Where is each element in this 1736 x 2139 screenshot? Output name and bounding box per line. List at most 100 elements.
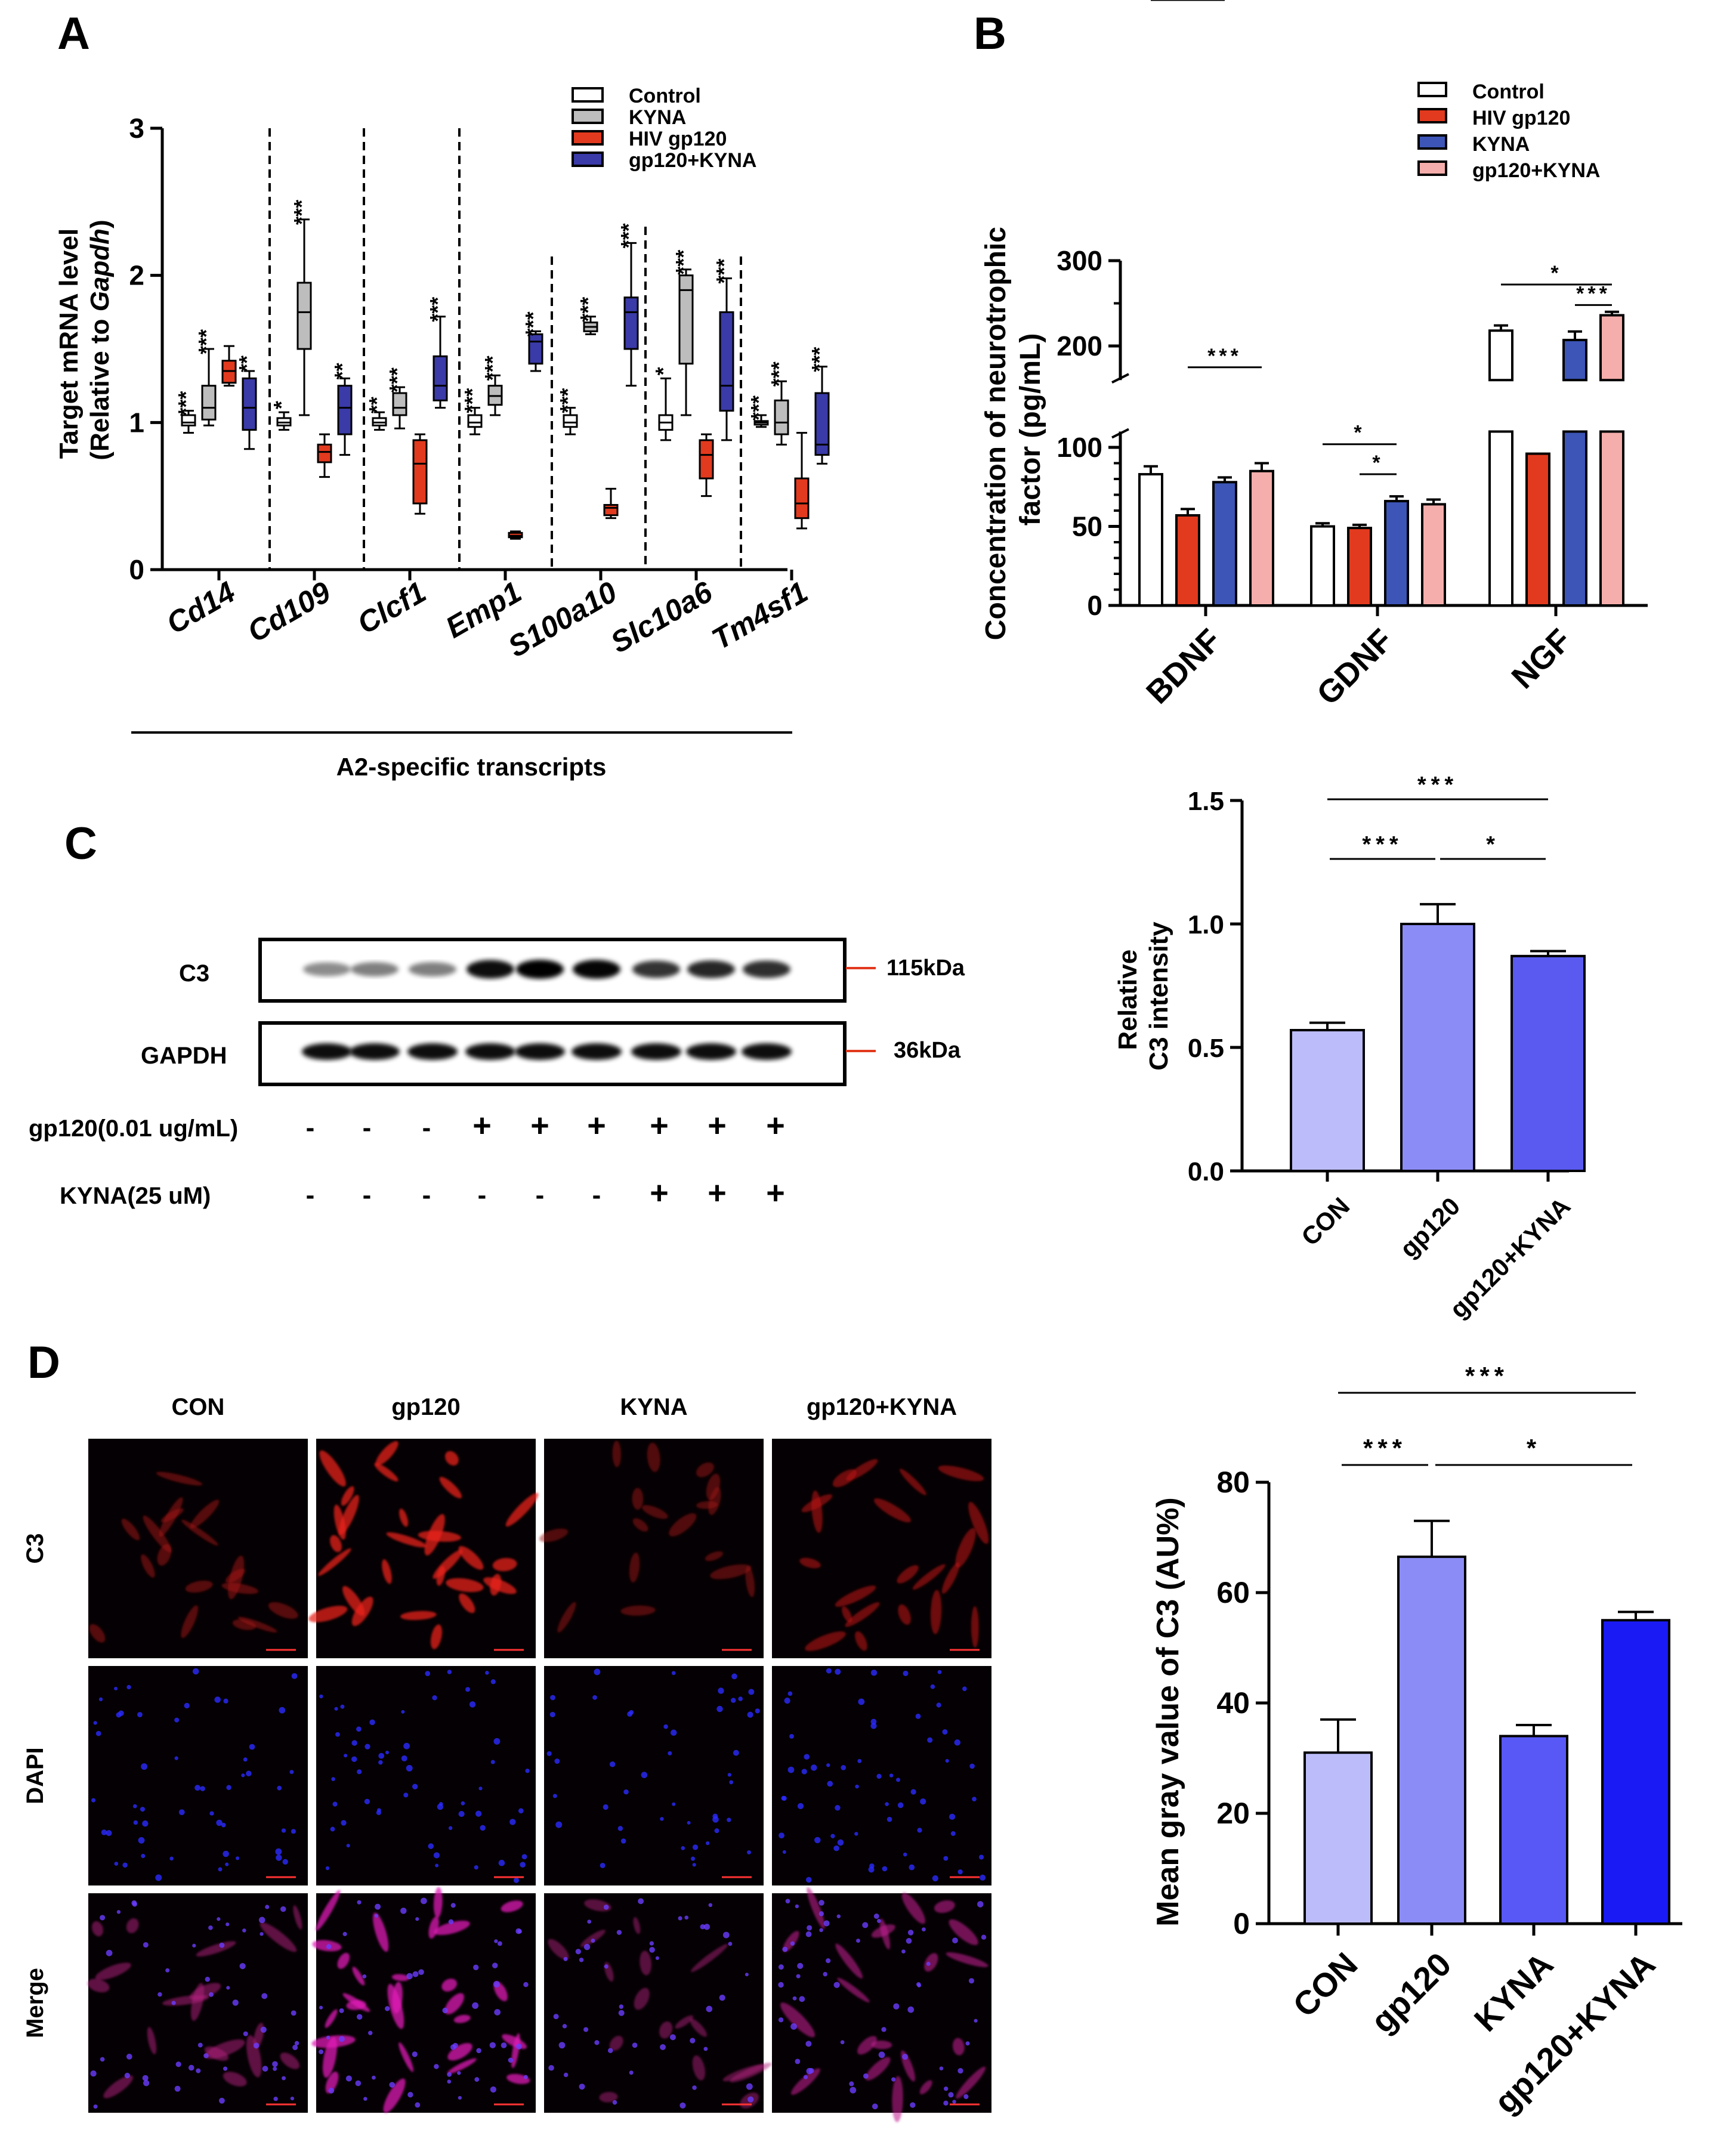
nucleus-dot (915, 1713, 921, 1719)
cell-signal (783, 1931, 799, 1952)
nucleus-dot (706, 1841, 710, 1846)
nucleus-dot (335, 1732, 340, 1737)
box-control (467, 414, 483, 428)
nucleus-dot (494, 2009, 501, 2016)
bar-1 (1400, 923, 1475, 1172)
nucleus-dot (357, 1769, 362, 1775)
nucleus-dot (126, 2053, 132, 2060)
nucleus-dot (687, 1820, 691, 1825)
cell-signal (459, 1593, 475, 1613)
nucleus-dot (885, 1802, 889, 1806)
nucleus-dot (722, 1931, 730, 1939)
nucleus-dot (340, 1704, 345, 1709)
cell-signal (373, 1912, 389, 1952)
nucleus-dot (629, 2070, 634, 2075)
cell-signal (629, 1552, 640, 1583)
nucleus-dot (428, 1843, 434, 1849)
cell-signal (955, 1528, 976, 1568)
cell-signal (280, 2053, 300, 2069)
nucleus-dot (435, 1863, 439, 1868)
cell-signal (447, 2058, 477, 2074)
cell-signal (434, 1920, 470, 1936)
significance-label: *** (1417, 772, 1458, 798)
legend-swatch-1 (1417, 108, 1447, 123)
cell-signal (632, 1488, 644, 1510)
condition-sign: + (650, 1108, 669, 1143)
gapdh-marker-label: 36kDa (894, 1038, 961, 1063)
cell-signal (458, 1545, 484, 1570)
legend-swatch-2 (1417, 134, 1447, 150)
nucleus-dot (209, 1811, 214, 1816)
nucleus-dot (93, 2104, 98, 2109)
cell-signal (612, 1441, 622, 1467)
cell-signal (89, 1624, 106, 1643)
nucleus-dot (378, 1760, 383, 1765)
nucleus-dot (279, 1707, 286, 1714)
nucleus-dot (374, 1914, 379, 1918)
nucleus-dot (870, 1670, 878, 1676)
cell-signal (952, 2038, 965, 2055)
nucleus-dot (937, 1670, 942, 1674)
nucleus-dot (818, 1900, 824, 1906)
cell-signal (181, 1519, 218, 1546)
panel-c-bar-chart: Relative C3 intensity 0.0 0.5 1.0 1.5 CON gp… (1113, 772, 1586, 1324)
cell-signal (632, 1518, 648, 1532)
nucleus-dot (797, 1962, 804, 1969)
nucleus-dot (100, 2057, 105, 2062)
box-hiv-gp120 (699, 439, 714, 480)
nucleus-dot (638, 1898, 644, 1905)
nucleus-dot (609, 1761, 616, 1767)
nucleus-dot (367, 2030, 373, 2035)
nucleus-dot (733, 1749, 739, 1756)
nucleus-dot (803, 2075, 808, 2079)
nucleus-dot (175, 2061, 181, 2067)
cell-signal (690, 2019, 708, 2037)
nucleus-dot (469, 1701, 476, 1708)
significance-stars: *** (767, 361, 791, 387)
nucleus-dot (873, 1914, 879, 1919)
nucleus-dot (930, 1684, 935, 1689)
bar-2 (1510, 954, 1586, 1172)
cell-signal (647, 1442, 660, 1472)
nucleus-dot (748, 1689, 755, 1695)
bar-2 (1384, 500, 1409, 607)
nucleus-dot (485, 1671, 489, 1675)
gapdh-band (350, 1043, 400, 1060)
nucleus-dot (926, 1961, 931, 1966)
nucleus-dot (208, 1925, 213, 1930)
nucleus-dot (827, 1781, 833, 1787)
c3-band (303, 962, 351, 976)
nucleus-dot (790, 2023, 797, 2030)
nucleus-dot (142, 2075, 149, 2081)
cell-signal (260, 1922, 297, 1952)
nucleus-dot (942, 1729, 948, 1735)
cell-signal (399, 1509, 409, 1527)
nucleus-dot (242, 1928, 246, 1933)
nucleus-dot (91, 1798, 96, 1803)
nucleus-dot (474, 1865, 478, 1870)
nucleus-dot (142, 1820, 149, 1827)
nucleus-dot (729, 1780, 734, 1785)
nucleus-dot (523, 2075, 528, 2079)
panel-d-y-tick-label: 20 (1216, 1797, 1250, 1830)
cell-signal (790, 2068, 820, 2095)
gapdh-band (302, 1043, 352, 1060)
nucleus-dot (778, 1964, 784, 1970)
nucleus-dot (100, 1915, 106, 1921)
gapdh-band (631, 1043, 681, 1060)
nucleus-dot (338, 2036, 345, 2042)
panel-b-y-axis-label: Concentration of neurotrophic factor (pg… (980, 219, 1046, 641)
nucleus-dot (260, 2026, 267, 2033)
nucleus-dot (797, 1803, 804, 1810)
nucleus-dot (346, 1844, 350, 1848)
nucleus-dot (432, 1695, 437, 1701)
gapdh-band (407, 1043, 458, 1060)
nucleus-dot (804, 1754, 810, 1760)
nucleus-dot (223, 1698, 228, 1704)
nucleus-dot (607, 2048, 613, 2054)
nucleus-dot (833, 1845, 839, 1851)
significance-stars: *** (194, 329, 218, 354)
condition-sign: + (766, 1175, 785, 1211)
significance-label: *** (1465, 1362, 1509, 1390)
cell-signal (675, 2015, 694, 2029)
